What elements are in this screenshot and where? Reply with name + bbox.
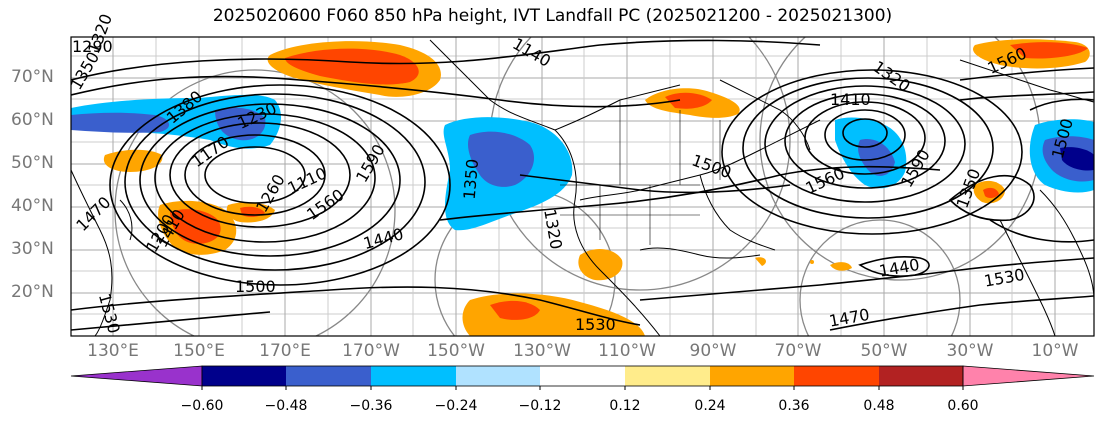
colorbar-tick-label: 0.48 bbox=[863, 398, 895, 414]
height-contours bbox=[71, 39, 1094, 331]
map-frame bbox=[71, 37, 1094, 336]
colorbar-tick-label: −0.36 bbox=[349, 398, 393, 414]
colorbar-tick-label: −0.24 bbox=[434, 398, 478, 414]
lon-label: 130°W bbox=[513, 341, 571, 361]
colorbar-tick-label: 0.24 bbox=[694, 398, 726, 414]
lon-label: 70°W bbox=[774, 341, 822, 361]
lat-label: 40°N bbox=[11, 196, 54, 216]
colorbar-tick-label: 0.36 bbox=[778, 398, 810, 414]
colorbar-segment bbox=[202, 366, 286, 386]
contour-label: 1530 bbox=[575, 315, 616, 334]
lon-label: 30°W bbox=[946, 341, 994, 361]
lon-label: 150°E bbox=[173, 341, 225, 361]
lon-label: 110°W bbox=[598, 341, 656, 361]
contour-label: 1410 bbox=[830, 90, 871, 109]
country-borders bbox=[560, 100, 721, 245]
colorbar-tick-label: −0.48 bbox=[264, 398, 308, 414]
lon-label: 170°E bbox=[259, 341, 311, 361]
lat-label: 70°N bbox=[11, 67, 54, 87]
lat-label: 60°N bbox=[11, 110, 54, 130]
map-title: 2025020600 F060 850 hPa height, IVT Land… bbox=[212, 6, 893, 26]
lat-label: 20°N bbox=[11, 282, 54, 302]
lat-label: 30°N bbox=[11, 239, 54, 259]
contour-label: 1350 bbox=[460, 158, 482, 200]
colorbar-segment bbox=[879, 366, 963, 386]
colorbar-segment bbox=[625, 366, 710, 386]
lon-label: 50°W bbox=[860, 341, 908, 361]
colorbar-segment bbox=[456, 366, 540, 386]
colorbar-segment bbox=[794, 366, 879, 386]
ivt-marker bbox=[810, 260, 814, 264]
contour-label: 1290 bbox=[72, 37, 113, 56]
colorbar bbox=[70, 365, 1095, 390]
colorbar-high-arrow bbox=[962, 365, 1095, 387]
lon-label: 10°W bbox=[1031, 341, 1079, 361]
lon-label: 90°W bbox=[689, 341, 737, 361]
colorbar-low-arrow bbox=[70, 365, 203, 387]
colorbar-segment bbox=[286, 366, 371, 386]
colorbar-tick-label: 0.60 bbox=[947, 398, 979, 414]
lat-label: 50°N bbox=[11, 153, 54, 173]
lon-label: 150°W bbox=[427, 341, 485, 361]
colorbar-tick-label: −0.60 bbox=[180, 398, 224, 414]
lon-label: 170°W bbox=[342, 341, 400, 361]
colorbar-tick-label: 0.12 bbox=[609, 398, 641, 414]
lon-label: 130°E bbox=[87, 341, 139, 361]
contour-label: 1500 bbox=[235, 277, 276, 296]
colorbar-segment bbox=[710, 366, 794, 386]
colorbar-tick-label: −0.12 bbox=[518, 398, 562, 414]
colorbar-segment bbox=[371, 366, 456, 386]
colorbar-segment bbox=[540, 366, 625, 386]
